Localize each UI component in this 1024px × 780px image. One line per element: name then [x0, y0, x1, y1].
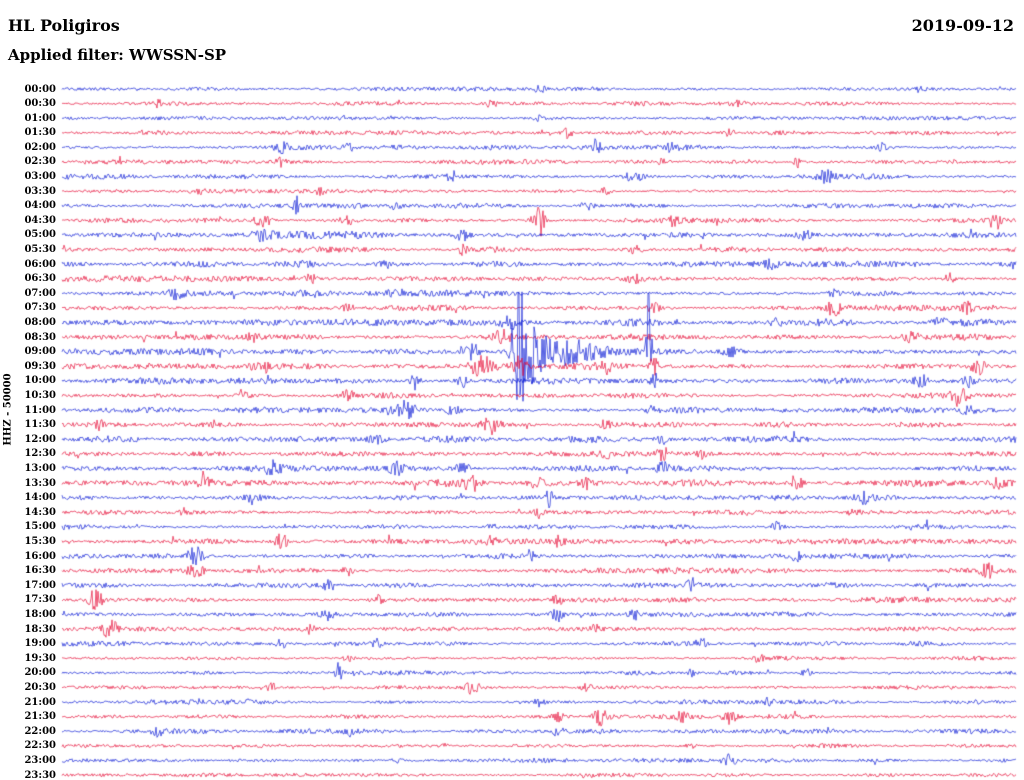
helicorder-page: HL Poligiros 2019-09-12 Applied filter: …	[0, 0, 1024, 780]
helicorder-canvas	[0, 0, 1024, 780]
